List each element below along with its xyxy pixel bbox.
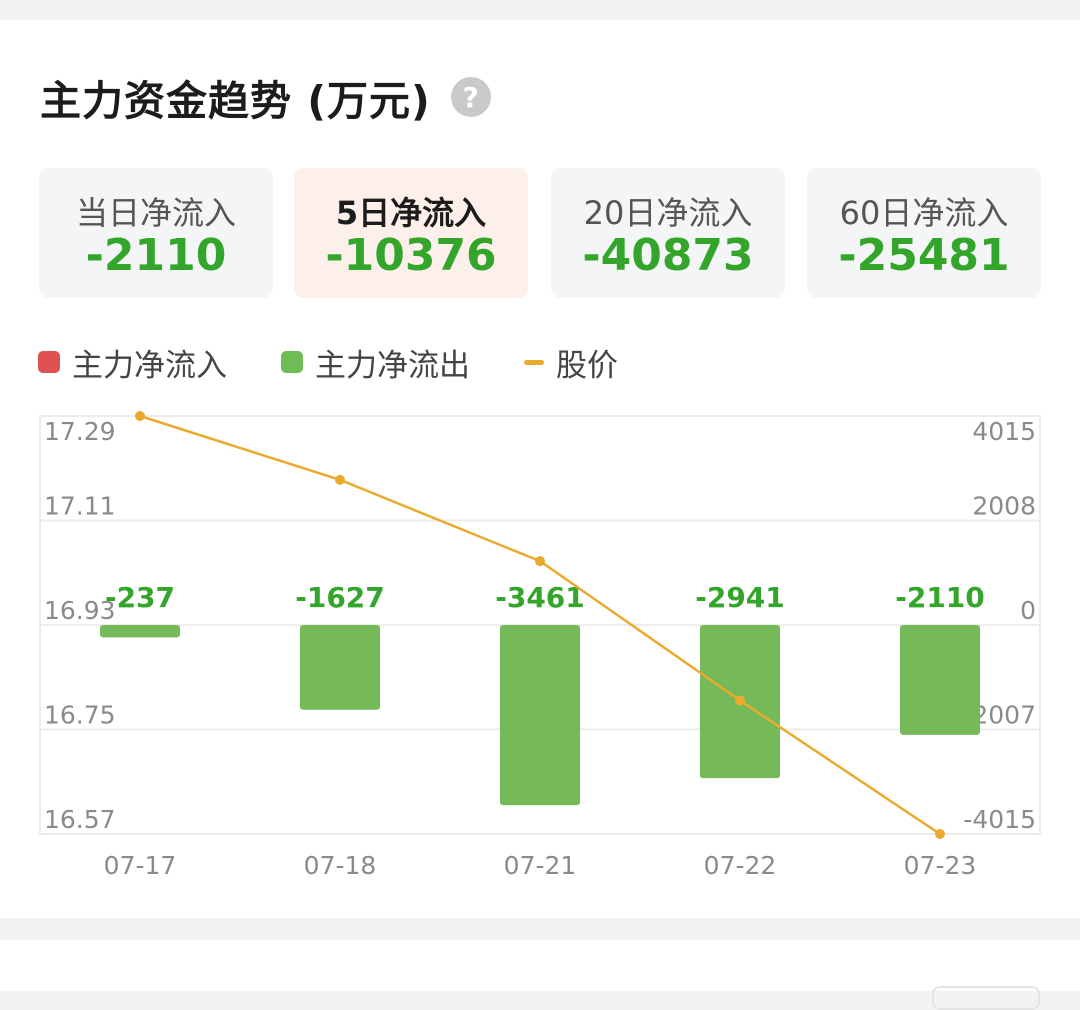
bottom-separator bbox=[0, 918, 1080, 940]
tab-value: -2110 bbox=[85, 230, 227, 281]
fund-flow-chart: 17.2917.1116.9316.7516.57401520080-2007-… bbox=[39, 411, 1041, 880]
x-axis-tick: 07-18 bbox=[304, 851, 377, 880]
price-point bbox=[735, 695, 745, 706]
left-axis-tick: 16.93 bbox=[44, 596, 116, 625]
x-axis-tick: 07-22 bbox=[704, 851, 777, 880]
right-axis-tick: 4015 bbox=[972, 417, 1036, 446]
x-axis-tick: 07-21 bbox=[504, 851, 577, 880]
tab-value: -40873 bbox=[582, 230, 754, 281]
right-axis-tick: 0 bbox=[1020, 596, 1036, 625]
price-swatch bbox=[524, 359, 544, 365]
x-axis-tick: 07-17 bbox=[104, 851, 177, 880]
inflow-swatch bbox=[38, 351, 60, 373]
left-axis-tick: 17.11 bbox=[44, 492, 116, 521]
legend-inflow[interactable]: 主力净流入 bbox=[38, 340, 227, 385]
tab-label: 当日净流入 bbox=[75, 194, 236, 232]
bar bbox=[500, 625, 580, 806]
top-separator bbox=[0, 0, 1080, 20]
price-point bbox=[935, 829, 945, 839]
bar bbox=[300, 625, 380, 710]
tab-label: 60日净流入 bbox=[839, 194, 1009, 232]
bar-value-label: -3461 bbox=[495, 581, 585, 614]
left-axis-tick: 16.75 bbox=[44, 701, 116, 730]
x-axis-tick: 07-23 bbox=[904, 851, 977, 880]
tab-60day[interactable]: 60日净流入 -25481 bbox=[807, 168, 1041, 298]
tab-20day[interactable]: 20日净流入 -40873 bbox=[551, 168, 785, 298]
right-axis-tick: -4015 bbox=[963, 805, 1036, 834]
bar-value-label: -1627 bbox=[295, 581, 385, 614]
outflow-swatch bbox=[281, 351, 303, 373]
tab-value: -10376 bbox=[325, 230, 497, 281]
left-axis-tick: 16.57 bbox=[44, 805, 116, 834]
bar bbox=[100, 625, 180, 638]
price-point bbox=[335, 474, 345, 485]
legend-label: 股价 bbox=[556, 347, 618, 384]
legend-label: 主力净流入 bbox=[72, 347, 227, 384]
tab-value: -25481 bbox=[838, 230, 1010, 281]
tab-5day[interactable]: 5日净流入 -10376 bbox=[294, 168, 528, 298]
next-card bbox=[0, 940, 1080, 1010]
legend-label: 主力净流出 bbox=[315, 347, 470, 384]
next-card-button[interactable] bbox=[932, 986, 1040, 1010]
tab-label: 20日净流入 bbox=[583, 194, 753, 232]
bar bbox=[900, 625, 980, 735]
chart-legend: 主力净流入 主力净流出 股价 bbox=[38, 338, 672, 386]
legend-outflow[interactable]: 主力净流出 bbox=[281, 340, 470, 385]
header: 主力资金趋势 (万元) ? bbox=[40, 62, 491, 132]
question-icon[interactable]: ? bbox=[450, 77, 491, 117]
left-axis-tick: 17.29 bbox=[44, 417, 116, 446]
right-axis-tick: 2008 bbox=[972, 492, 1036, 521]
page-title: 主力资金趋势 (万元) bbox=[40, 77, 431, 125]
tab-label: 5日净流入 bbox=[335, 194, 487, 232]
bar-value-label: -2941 bbox=[695, 581, 785, 614]
bar-value-label: -2110 bbox=[895, 581, 985, 614]
bar-value-label: -237 bbox=[105, 581, 175, 614]
tab-today[interactable]: 当日净流入 -2110 bbox=[39, 168, 273, 298]
price-point bbox=[535, 556, 545, 567]
legend-price[interactable]: 股价 bbox=[524, 340, 618, 385]
price-point bbox=[135, 411, 145, 421]
